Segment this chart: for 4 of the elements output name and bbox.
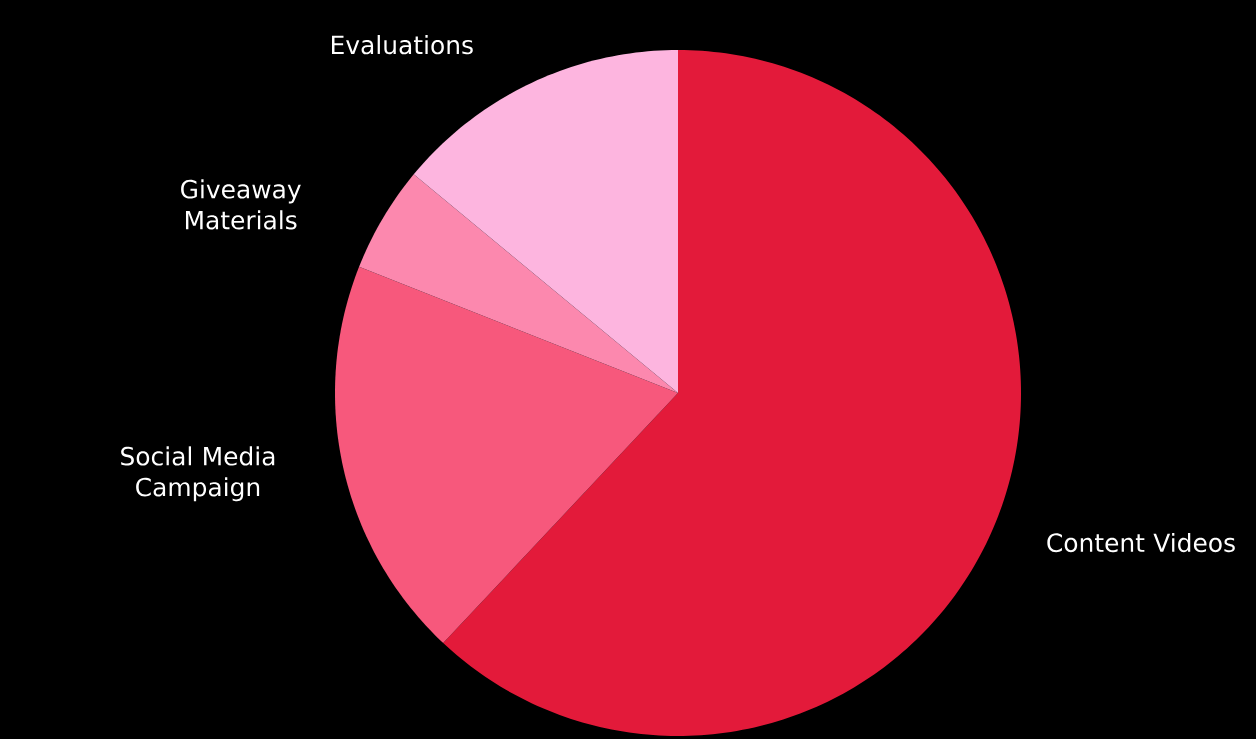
slice-label: Social Media Campaign xyxy=(121,446,275,502)
slice-label: Content Videos xyxy=(1047,532,1235,553)
slice-label: Evaluations xyxy=(332,35,473,55)
slice-label: Giveaway Materials xyxy=(181,179,301,230)
